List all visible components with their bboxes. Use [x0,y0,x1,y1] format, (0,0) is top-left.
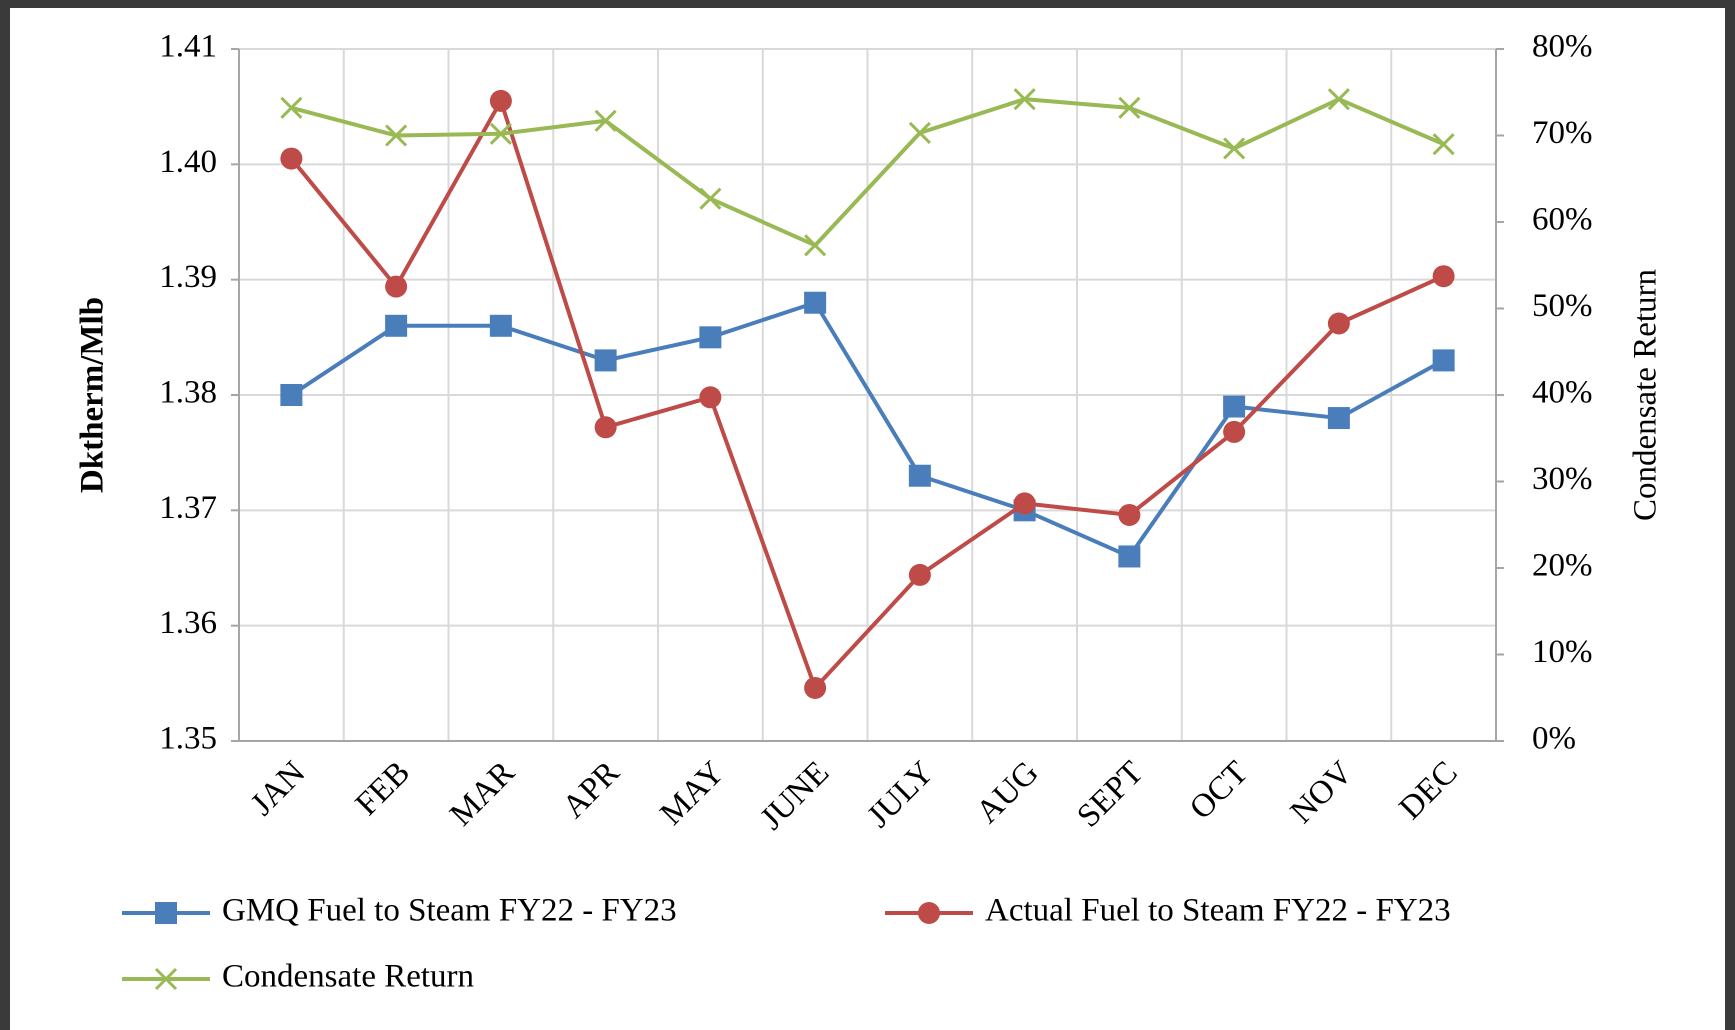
data-point [489,89,512,112]
y2-axis-label: Condensate Return [1628,269,1664,521]
legend-marker [155,902,177,924]
y-tick-label: 1.40 [159,144,217,180]
y2-tick-label: 40% [1532,375,1593,411]
y2-tick-label: 20% [1532,548,1593,584]
data-point [280,147,303,170]
data-point [1223,420,1246,443]
data-point [385,314,408,337]
data-point [804,234,827,257]
data-point [1223,395,1246,418]
y2-tick-label: 70% [1532,115,1593,151]
data-point [699,326,722,349]
y-tick-label: 1.38 [159,375,217,411]
y2-tick-label: 80% [1532,29,1593,65]
data-point [489,122,512,145]
series-line [290,300,1445,559]
data-point [594,349,617,372]
data-point [804,676,827,699]
legend-label: Condensate Return [222,959,474,995]
data-point [1118,96,1141,119]
y-tick-label: 1.41 [159,29,217,65]
data-point [1327,88,1350,111]
data-point [908,121,931,144]
y2-tick-label: 0% [1532,721,1576,757]
legend-label: GMQ Fuel to Steam FY22 - FY23 [222,893,677,929]
data-point [1118,545,1141,568]
data-point [385,124,408,147]
data-point [1432,133,1455,156]
legend-marker [918,902,940,924]
y-tick-label: 1.35 [159,721,217,757]
y2-tick-label: 10% [1532,634,1593,670]
y2-tick-label: 30% [1532,461,1593,497]
data-point [1223,137,1246,160]
data-point [1327,407,1350,430]
data-point [1013,88,1036,111]
data-point [594,109,617,132]
data-point [1013,492,1036,515]
data-point [280,384,303,406]
data-point [280,96,303,119]
y-tick-label: 1.39 [159,259,217,295]
y-tick-label: 1.36 [159,605,217,641]
data-point [385,275,408,298]
series-line [289,98,1445,690]
y-axis-label: Dktherm/Mlb [75,297,111,493]
data-point [908,563,931,586]
data-point [1432,265,1455,288]
data-point [1327,312,1350,335]
data-point [1432,349,1455,372]
data-point [804,291,827,314]
y-tick-label: 1.37 [159,490,217,526]
y2-tick-label: 60% [1532,202,1593,238]
data-point [489,314,512,337]
legend-label: Actual Fuel to Steam FY22 - FY23 [985,893,1451,929]
data-point [594,416,617,439]
y2-tick-label: 50% [1532,288,1593,324]
data-point [699,386,722,409]
legend-marker [154,967,178,991]
series-line [290,97,1445,248]
data-point [908,464,931,487]
data-point [699,187,722,210]
data-point [1118,503,1141,526]
